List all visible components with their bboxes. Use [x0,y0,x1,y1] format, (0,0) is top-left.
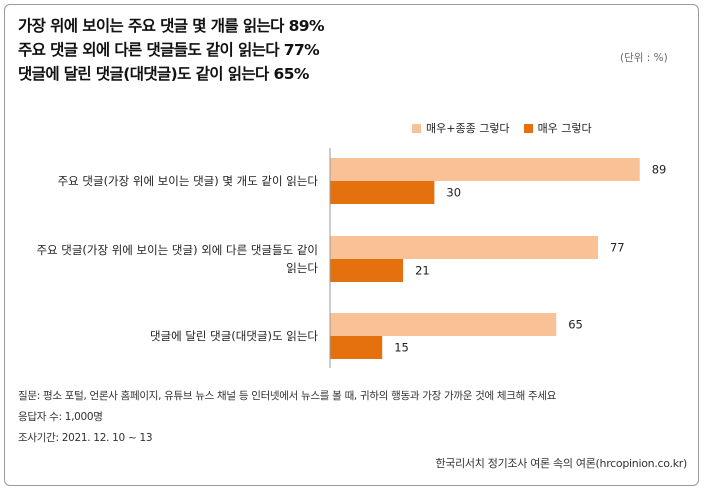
bar-strong-1 [330,181,435,204]
footer-notes: 질문: 평소 포털, 언론사 홈페이지, 유튜브 뉴스 채널 등 인터넷에서 뉴… [18,386,556,449]
legend-item-total: 매우+종종 그렇다 [412,120,510,136]
respondent-count: 응답자 수: 1,000명 [18,411,103,423]
title-line-3: 댓글에 달린 댓글(대댓글)도 같이 읽는다 65% [18,65,309,83]
value-label-strong-3: 15 [394,341,409,355]
title-line-2: 주요 댓글 외에 다른 댓글들도 같이 읽는다 77% [18,41,320,59]
value-label-total-3: 65 [568,318,583,332]
legend-swatch-dark [523,123,533,133]
value-label-total-1: 89 [652,163,667,177]
bar-strong-2 [330,259,404,282]
value-label-strong-2: 21 [415,264,430,278]
legend: 매우+종종 그렇다 매우 그렇다 [412,120,606,136]
category-label-3-line-1: 댓글에 달린 댓글(대댓글)도 읽는다 [150,329,318,343]
legend-item-strong: 매우 그렇다 [523,120,592,136]
bar-total-3 [330,313,557,336]
chart-frame [4,4,699,486]
bar-total-2 [330,236,598,259]
survey-period: 조사기간: 2021. 12. 10 ~ 13 [18,432,153,444]
legend-label-total: 매우+종종 그렇다 [426,122,510,135]
value-label-strong-1: 30 [446,186,461,200]
chart-title: 가장 위에 보이는 주요 댓글 몇 개를 읽는다 89% 주요 댓글 외에 다른… [18,14,325,86]
legend-label-strong: 매우 그렇다 [537,122,592,135]
category-label-1-line-1: 주요 댓글(가장 위에 보이는 댓글) 몇 개도 같이 읽는다 [58,174,319,188]
survey-question: 질문: 평소 포털, 언론사 홈페이지, 유튜브 뉴스 채널 등 인터넷에서 뉴… [18,390,557,402]
unit-note: (단위 : %) [620,52,668,64]
category-label-2-line-2: 읽는다 [286,261,318,275]
category-label-2-line-1: 주요 댓글(가장 위에 보이는 댓글) 외에 다른 댓글들도 같이 [36,243,318,257]
bar-total-1 [330,158,640,181]
value-label-total-2: 77 [610,241,625,255]
legend-swatch-light [412,123,421,133]
bar-strong-3 [330,336,383,359]
source-credit: 한국리서치 정기조사 여론 속의 여론(hrcopinion.co.kr) [435,457,687,470]
title-line-1: 가장 위에 보이는 주요 댓글 몇 개를 읽는다 89% [18,17,325,35]
